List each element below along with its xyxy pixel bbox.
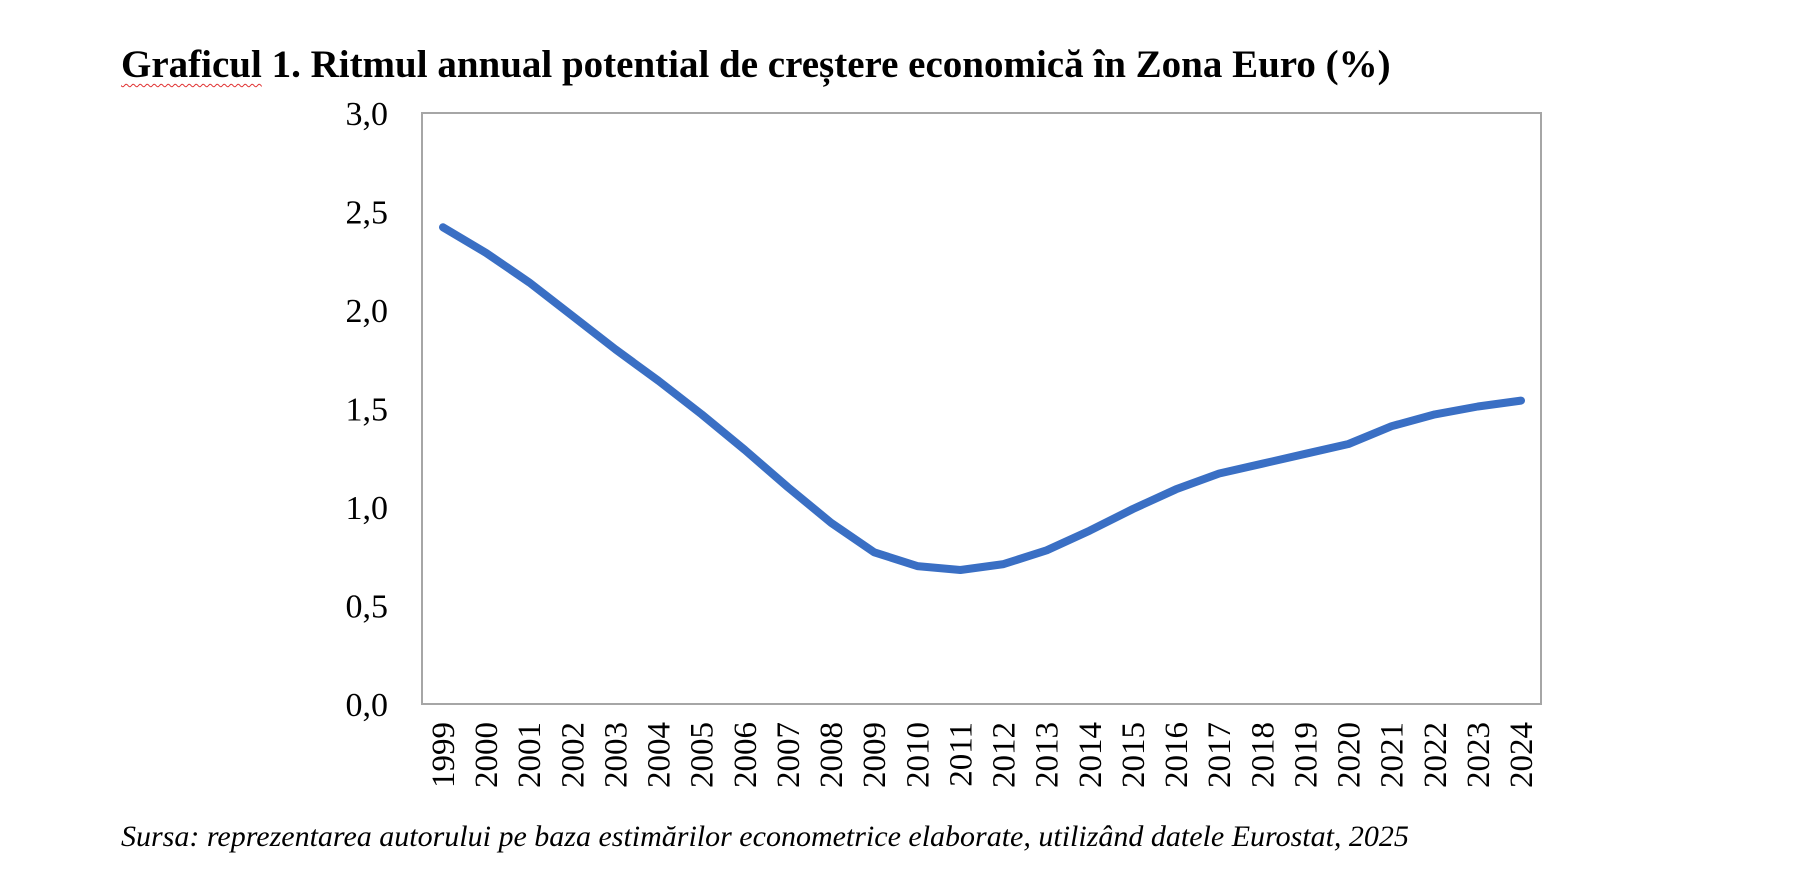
x-tick-label: 2019 (1288, 722, 1324, 788)
data-point (916, 565, 918, 567)
x-tick-label: 2023 (1461, 722, 1497, 788)
y-tick-label: 0,5 (346, 589, 389, 626)
data-point (1003, 563, 1005, 565)
x-tick-label: 2018 (1245, 722, 1281, 788)
series-layer (439, 223, 1525, 574)
data-point (787, 486, 789, 488)
data-point (1348, 443, 1350, 445)
x-tick-label: 1999 (426, 722, 462, 788)
data-point (701, 413, 703, 415)
data-point (1434, 413, 1436, 415)
data-point (1089, 530, 1091, 532)
plot-frame-layer (421, 112, 1542, 705)
chart-title: Graficul 1. Ritmul annual potential de c… (121, 42, 1391, 87)
data-point (1304, 453, 1306, 455)
x-tick-label: 2020 (1332, 722, 1368, 788)
data-point (830, 522, 832, 524)
chart-title-prefix: Graficul (121, 43, 262, 86)
data-point (614, 348, 616, 350)
y-tick-label: 2,5 (346, 195, 389, 232)
x-tick-label: 2006 (728, 722, 764, 788)
x-tick-label: 2000 (469, 722, 505, 788)
x-tick-label: 2012 (987, 722, 1023, 788)
data-point (1261, 463, 1263, 465)
data-point (485, 252, 487, 254)
y-tick-label: 2,0 (346, 293, 389, 330)
data-point (959, 569, 961, 571)
chart-title-rest: 1. Ritmul annual potential de creștere e… (261, 43, 1391, 86)
x-tick-label: 2014 (1073, 722, 1109, 788)
x-tick-label: 2013 (1030, 722, 1066, 788)
series-line (439, 223, 1525, 574)
x-tick-label: 2005 (685, 722, 721, 788)
x-tick-label: 2009 (857, 722, 893, 788)
x-tick-label: 2024 (1504, 722, 1540, 788)
x-tick-label: 2022 (1418, 722, 1454, 788)
data-point (658, 380, 660, 382)
y-tick-label: 3,0 (346, 96, 389, 133)
y-tick-label: 1,0 (346, 490, 389, 527)
data-point (873, 551, 875, 553)
x-tick-label: 2021 (1375, 722, 1411, 788)
data-point (571, 315, 573, 317)
data-point (442, 226, 444, 228)
x-tick-label: 2004 (642, 722, 678, 788)
x-tick-label: 2015 (1116, 722, 1152, 788)
data-point (744, 449, 746, 451)
x-tick-label: 2002 (555, 722, 591, 788)
y-axis-ticks: 0,0 0,5 1,0 1,5 2,0 2,5 3,0 (346, 96, 389, 724)
x-axis-ticks: 1999 2000 2001 2002 2003 2004 2005 2006 2007 2008… (426, 722, 1540, 788)
data-point (528, 281, 530, 283)
data-point (1132, 508, 1134, 510)
data-point (1520, 400, 1522, 402)
x-tick-label: 2008 (814, 722, 850, 788)
data-point (1477, 406, 1479, 408)
source-note: Sursa: reprezentarea autorului pe baza e… (121, 820, 1409, 853)
data-point (1391, 425, 1393, 427)
data-point (1218, 473, 1220, 475)
x-tick-label: 2011 (943, 722, 979, 787)
x-tick-label: 2003 (598, 722, 634, 788)
data-point (1046, 549, 1048, 551)
x-tick-label: 2016 (1159, 722, 1195, 788)
x-tick-label: 2007 (771, 722, 807, 788)
x-tick-label: 2001 (512, 722, 548, 788)
plot-area-border (421, 112, 1542, 705)
x-tick-label: 2010 (900, 722, 936, 788)
x-tick-label: 2017 (1202, 722, 1238, 788)
data-point (1175, 488, 1177, 490)
y-tick-label: 1,5 (346, 392, 389, 429)
y-tick-label: 0,0 (346, 687, 389, 724)
